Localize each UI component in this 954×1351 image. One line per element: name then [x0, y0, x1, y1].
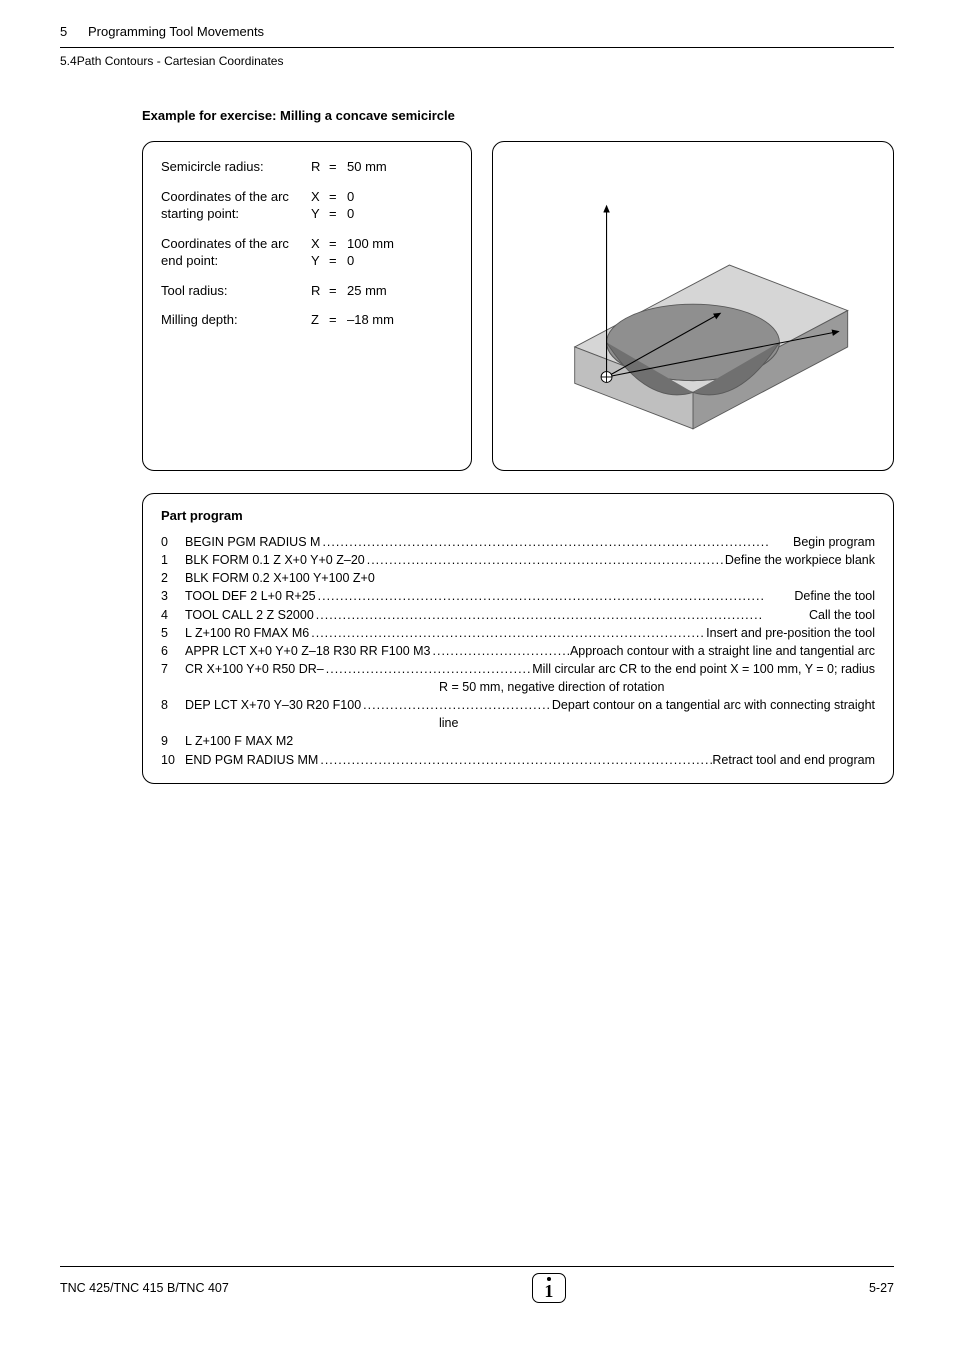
line-desc: Begin program — [793, 533, 875, 551]
line-desc: Approach contour with a straight line an… — [570, 642, 875, 660]
line-code: CR X+100 Y+0 R50 DR– — [185, 660, 324, 678]
line-desc: Retract tool and end program — [712, 751, 875, 769]
line-number: 4 — [161, 606, 185, 624]
param-row: Coordinates of the arc starting point:X=… — [161, 188, 453, 223]
line-number: 7 — [161, 660, 185, 678]
line-code: END PGM RADIUS MM — [185, 751, 318, 769]
param-label: Milling depth: — [161, 311, 311, 329]
line-number: 1 — [161, 551, 185, 569]
line-desc: Mill circular arc CR to the end point X … — [532, 660, 875, 678]
program-line: 3TOOL DEF 2 L+0 R+25 ...................… — [161, 587, 875, 605]
line-code: DEP LCT X+70 Y–30 R20 F100 — [185, 696, 361, 714]
line-number: 10 — [161, 751, 185, 769]
semicircle-illustration — [511, 158, 875, 454]
parameters-panel: Semicircle radius:R= 50 mmCoordinates of… — [142, 141, 472, 471]
program-line: 9L Z+100 F MAX M2 — [161, 732, 875, 750]
footer-page: 5-27 — [869, 1281, 894, 1295]
line-number: 5 — [161, 624, 185, 642]
line-number: 3 — [161, 587, 185, 605]
line-desc: Depart contour on a tangential arc with … — [552, 696, 875, 714]
line-desc: Call the tool — [809, 606, 875, 624]
line-dots: ........................................… — [320, 533, 793, 551]
line-dots: ........................................… — [365, 551, 725, 569]
program-line: 10END PGM RADIUS MM ....................… — [161, 751, 875, 769]
program-line: 7CR X+100 Y+0 R50 DR– ..................… — [161, 660, 875, 678]
program-title: Part program — [161, 508, 875, 523]
program-line-cont: R = 50 mm, negative direction of rotatio… — [161, 678, 875, 696]
chapter-title: Programming Tool Movements — [88, 24, 264, 39]
line-code: L Z+100 F MAX M2 — [185, 732, 293, 750]
param-row: Coordinates of the arc end point:X=100 m… — [161, 235, 453, 270]
line-code: BLK FORM 0.2 X+100 Y+100 Z+0 — [185, 569, 375, 587]
line-code: TOOL DEF 2 L+0 R+25 — [185, 587, 316, 605]
line-dots: ........................................… — [318, 751, 712, 769]
program-line: 5L Z+100 R0 FMAX M6 ....................… — [161, 624, 875, 642]
param-row: Tool radius:R= 25 mm — [161, 282, 453, 300]
line-code: BLK FORM 0.1 Z X+0 Y+0 Z–20 — [185, 551, 365, 569]
line-dots: ........................................… — [361, 696, 552, 714]
footer-left: TNC 425/TNC 415 B/TNC 407 — [60, 1281, 229, 1295]
program-line: 6APPR LCT X+0 Y+0 Z–18 R30 RR F100 M3 ..… — [161, 642, 875, 660]
section-number: 5.4 — [60, 54, 77, 68]
footer-rule — [60, 1266, 894, 1267]
param-values: X= 0Y= 0 — [311, 188, 453, 223]
line-code: L Z+100 R0 FMAX M6 — [185, 624, 309, 642]
line-desc: Define the workpiece blank — [725, 551, 875, 569]
line-dots: ........................................… — [316, 587, 795, 605]
program-line: 0BEGIN PGM RADIUS M ....................… — [161, 533, 875, 551]
param-values: R= 50 mm — [311, 158, 453, 176]
param-label: Tool radius: — [161, 282, 311, 300]
chapter-header: 5 Programming Tool Movements — [60, 24, 894, 39]
line-number: 8 — [161, 696, 185, 714]
line-code: APPR LCT X+0 Y+0 Z–18 R30 RR F100 M3 — [185, 642, 431, 660]
program-panel: Part program 0BEGIN PGM RADIUS M .......… — [142, 493, 894, 784]
line-dots: ........................................… — [324, 660, 533, 678]
program-line: 8DEP LCT X+70 Y–30 R20 F100 ............… — [161, 696, 875, 714]
line-dots: ........................................… — [314, 606, 809, 624]
chapter-number: 5 — [60, 24, 88, 39]
page-footer: TNC 425/TNC 415 B/TNC 407 1 5-27 — [60, 1266, 894, 1303]
line-number: 9 — [161, 732, 185, 750]
illustration-panel — [492, 141, 894, 471]
param-label: Coordinates of the arc end point: — [161, 235, 311, 270]
line-dots: ........................................… — [431, 642, 570, 660]
line-dots: ........................................… — [309, 624, 706, 642]
section-title: Path Contours - Cartesian Coordinates — [77, 54, 284, 68]
header-rule — [60, 47, 894, 48]
program-line: 4TOOL CALL 2 Z S2000 ...................… — [161, 606, 875, 624]
program-line: 1BLK FORM 0.1 Z X+0 Y+0 Z–20 ...........… — [161, 551, 875, 569]
param-label: Coordinates of the arc starting point: — [161, 188, 311, 223]
program-line: 2BLK FORM 0.2 X+100 Y+100 Z+0 — [161, 569, 875, 587]
param-row: Semicircle radius:R= 50 mm — [161, 158, 453, 176]
param-values: X=100 mmY= 0 — [311, 235, 453, 270]
line-code: BEGIN PGM RADIUS M — [185, 533, 320, 551]
example-title: Example for exercise: Milling a concave … — [142, 108, 894, 123]
param-row: Milling depth:Z=–18 mm — [161, 311, 453, 329]
line-number: 0 — [161, 533, 185, 551]
line-number: 2 — [161, 569, 185, 587]
info-icon: 1 — [532, 1273, 566, 1303]
param-values: Z=–18 mm — [311, 311, 453, 329]
param-values: R= 25 mm — [311, 282, 453, 300]
param-label: Semicircle radius: — [161, 158, 311, 176]
line-number: 6 — [161, 642, 185, 660]
line-desc: Insert and pre-position the tool — [706, 624, 875, 642]
section-header: 5.4 Path Contours - Cartesian Coordinate… — [60, 54, 894, 68]
line-desc: Define the tool — [794, 587, 875, 605]
line-code: TOOL CALL 2 Z S2000 — [185, 606, 314, 624]
program-line-cont: line — [161, 714, 875, 732]
